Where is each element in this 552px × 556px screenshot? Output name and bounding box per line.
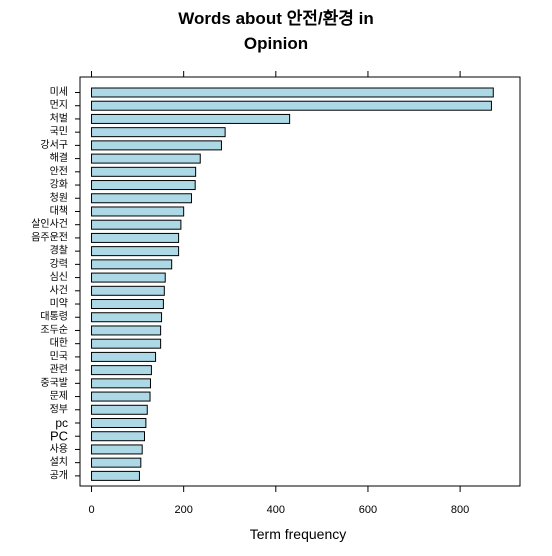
bar-16 xyxy=(91,285,165,296)
bar-13 xyxy=(91,246,180,257)
bar-22 xyxy=(91,365,152,376)
x-tick-label-400: 400 xyxy=(267,504,285,516)
bar-8 xyxy=(91,180,196,191)
bar-23 xyxy=(91,378,151,389)
category-label-10: 대책 xyxy=(50,205,68,217)
x-tick-label-800: 800 xyxy=(451,504,469,516)
bar-18 xyxy=(91,312,163,323)
bars-group xyxy=(91,87,494,481)
category-label-9: 청원 xyxy=(50,192,68,204)
category-labels-group: 미세먼지처벌국민강서구해결안전강화청원대책살인사건음주운전경찰강력심신사건미약대… xyxy=(31,86,80,481)
category-label-27: PC xyxy=(50,429,68,444)
category-label-22: 관련 xyxy=(50,364,68,376)
x-tick-label-600: 600 xyxy=(359,504,377,516)
category-label-26: pc xyxy=(55,416,68,430)
bar-15 xyxy=(91,272,166,283)
category-label-30: 공개 xyxy=(50,469,68,481)
bar-27 xyxy=(91,431,146,442)
category-label-25: 정부 xyxy=(50,403,68,415)
category-label-23: 중국발 xyxy=(40,377,68,389)
bar-25 xyxy=(91,404,148,415)
bar-1 xyxy=(91,87,494,98)
category-label-7: 안전 xyxy=(50,165,68,177)
bar-11 xyxy=(91,219,182,230)
bar-3 xyxy=(91,113,291,124)
category-label-8: 강화 xyxy=(50,179,68,191)
x-tick-label-200: 200 xyxy=(174,504,192,516)
category-label-4: 국민 xyxy=(50,126,68,138)
bar-10 xyxy=(91,206,185,217)
bar-12 xyxy=(91,232,180,243)
bar-28 xyxy=(91,444,143,455)
category-label-19: 조두순 xyxy=(40,324,68,336)
category-label-12: 음주운전 xyxy=(31,231,68,243)
category-label-24: 문제 xyxy=(50,390,68,402)
category-label-11: 살인사건 xyxy=(31,218,68,230)
chart-title-line-1: Words about 안전/환경 in xyxy=(178,9,374,28)
category-label-3: 처벌 xyxy=(50,112,68,124)
category-label-15: 심신 xyxy=(50,271,68,283)
chart-title: Words about 안전/환경 in Opinion xyxy=(0,6,552,56)
category-label-14: 강력 xyxy=(50,258,68,270)
category-label-5: 강서구 xyxy=(40,139,68,151)
x-tick-label-0: 0 xyxy=(88,504,94,516)
bar-14 xyxy=(91,259,173,270)
bar-4 xyxy=(91,127,226,138)
category-label-28: 사용 xyxy=(50,443,68,455)
x-axis-title: Term frequency xyxy=(250,526,346,542)
category-label-16: 사건 xyxy=(50,284,68,296)
chart-title-line-2: Opinion xyxy=(243,34,309,53)
x-axis: 0 200 400 600 800 xyxy=(88,71,469,516)
bar-19 xyxy=(91,325,162,336)
bar-26 xyxy=(91,418,147,428)
category-label-6: 해결 xyxy=(50,151,68,164)
bar-21 xyxy=(91,351,157,362)
bar-24 xyxy=(91,391,151,402)
category-label-13: 경찰 xyxy=(50,244,68,257)
category-label-17: 미약 xyxy=(50,298,68,310)
bar-5 xyxy=(91,140,222,151)
category-label-2: 먼지 xyxy=(50,99,68,111)
bar-17 xyxy=(91,299,164,310)
bar-6 xyxy=(91,153,201,164)
bar-9 xyxy=(91,193,192,204)
category-label-21: 민국 xyxy=(50,350,68,362)
plot-frame xyxy=(79,76,521,487)
bar-2 xyxy=(91,100,492,111)
category-label-18: 대통령 xyxy=(40,311,68,323)
category-label-29: 설치 xyxy=(50,456,68,468)
bar-7 xyxy=(91,166,197,177)
category-label-20: 대한 xyxy=(50,337,68,349)
bar-30 xyxy=(91,470,140,481)
bar-20 xyxy=(91,338,162,349)
category-label-1: 미세 xyxy=(50,86,68,98)
bar-29 xyxy=(91,457,142,468)
